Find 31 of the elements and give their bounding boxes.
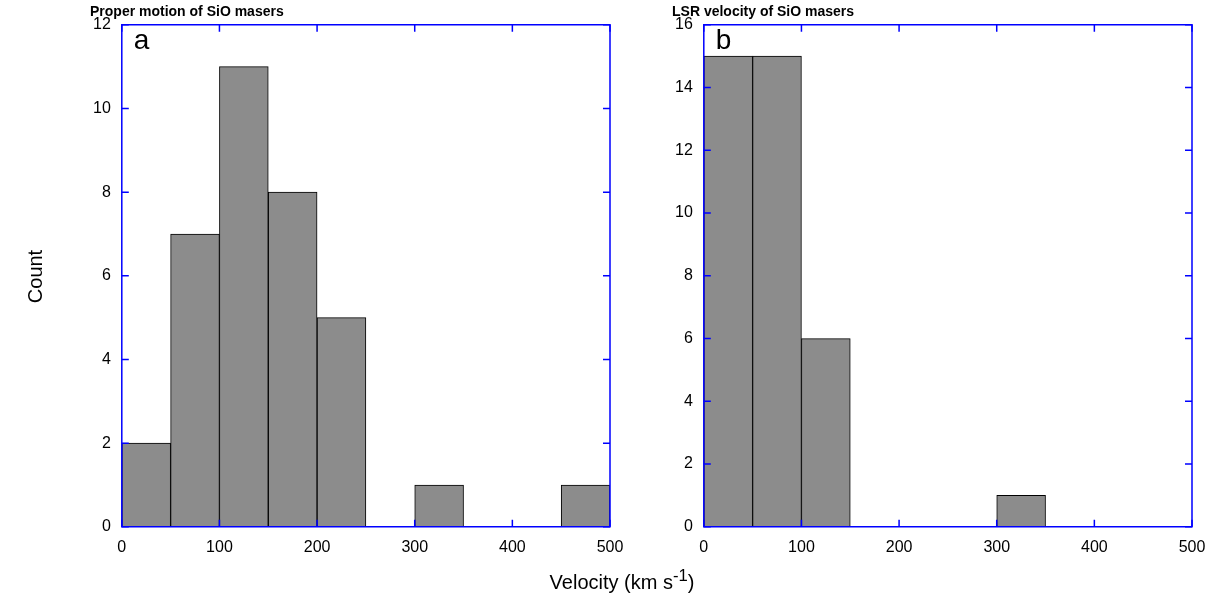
x-tick-label: 300 bbox=[983, 537, 1011, 555]
y-tick-label: 2 bbox=[683, 454, 693, 472]
x-tick-label: 400 bbox=[1081, 537, 1108, 555]
x-tick-label: 0 bbox=[699, 537, 709, 555]
annotation: b bbox=[715, 23, 732, 55]
y-axis-title: Count bbox=[23, 248, 47, 306]
x-tick-label: 300 bbox=[401, 537, 429, 555]
y-tick-label: 2 bbox=[101, 433, 111, 451]
y-tick-label: 4 bbox=[101, 349, 111, 367]
y-tick-label: 8 bbox=[101, 182, 111, 200]
x-tick-label: 500 bbox=[1178, 537, 1206, 555]
x-tick-label: 500 bbox=[596, 537, 624, 555]
y-tick-label: 10 bbox=[675, 203, 693, 221]
x-tick-label: 200 bbox=[303, 537, 331, 555]
x-tick-label: 0 bbox=[117, 537, 127, 555]
y-tick-label: 0 bbox=[101, 517, 111, 535]
y-tick-label: 6 bbox=[683, 328, 693, 346]
x-tick-label: 100 bbox=[788, 537, 815, 555]
x-tick-label: 100 bbox=[206, 537, 233, 555]
x-tick-label: 200 bbox=[885, 537, 913, 555]
y-tick-label: 0 bbox=[683, 517, 693, 535]
y-tick-label: 10 bbox=[93, 98, 111, 116]
y-tick-label: 14 bbox=[675, 77, 693, 95]
x-axis-title: Velocity (km s$^{-1}$) bbox=[548, 566, 696, 594]
x-tick-label: 400 bbox=[499, 537, 526, 555]
y-tick-label: 6 bbox=[101, 266, 111, 284]
y-tick-label: 8 bbox=[683, 266, 693, 284]
y-tick-label: 12 bbox=[675, 140, 693, 158]
annotation: a bbox=[133, 23, 150, 55]
y-tick-label: 4 bbox=[683, 391, 693, 409]
y-tick-label: 16 bbox=[675, 15, 693, 33]
